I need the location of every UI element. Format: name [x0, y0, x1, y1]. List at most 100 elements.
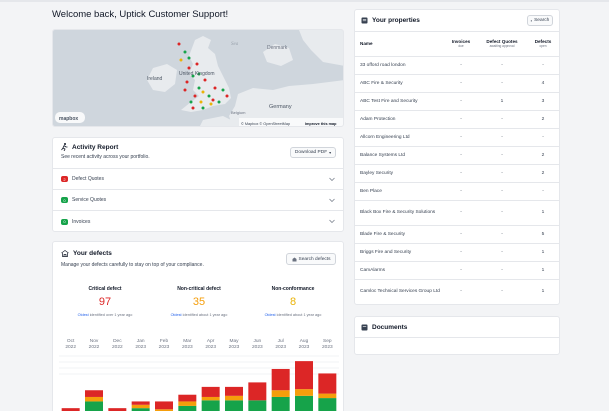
property-name-cell: Black Box Fire & Security Solutions	[355, 200, 445, 226]
bar-segment[interactable]	[318, 373, 337, 394]
map-canvas[interactable]: Sea Denmark Ireland United Kingdom Germa…	[53, 30, 344, 127]
property-marker[interactable]	[189, 100, 193, 104]
property-marker[interactable]	[179, 58, 183, 62]
accordion-service-quotes[interactable]: 0 Service Quotes	[53, 190, 343, 211]
bar-segment[interactable]	[201, 396, 220, 401]
column-header-name[interactable]: Name	[355, 32, 445, 57]
property-marker[interactable]	[203, 78, 207, 82]
map-improve-link[interactable]: Improve this map	[305, 122, 337, 126]
property-marker[interactable]	[197, 86, 201, 90]
bar-segment[interactable]	[108, 408, 127, 411]
column-header-invoices[interactable]: Invoices due	[445, 32, 477, 57]
running-person-icon	[61, 143, 68, 151]
defect-quotes-cell: -	[477, 279, 527, 304]
bar-segment[interactable]	[271, 396, 290, 411]
defect-quotes-cell: -	[477, 225, 527, 244]
property-marker[interactable]	[187, 66, 191, 70]
bar-segment[interactable]	[131, 404, 150, 409]
table-row[interactable]: CamAlarms - -1	[355, 261, 559, 280]
table-row[interactable]: Bayley Security - -2	[355, 164, 559, 183]
mapbox-logo-text: mapbox	[59, 116, 78, 122]
property-marker[interactable]	[211, 98, 215, 102]
x-tick-month: Dec	[113, 338, 122, 344]
bar-segment[interactable]	[178, 401, 197, 406]
property-marker[interactable]	[213, 86, 217, 90]
bar-segment[interactable]	[155, 401, 173, 410]
property-marker[interactable]	[207, 94, 211, 98]
property-marker[interactable]	[225, 94, 229, 98]
oldest-link[interactable]: Oldest	[170, 313, 182, 317]
table-row[interactable]: Adam Protection - -2	[355, 110, 559, 129]
download-pdf-button[interactable]: Download PDF ▾	[290, 147, 336, 158]
property-marker[interactable]	[221, 88, 225, 92]
bar-segment[interactable]	[201, 386, 220, 397]
oldest-link[interactable]: Oldest	[77, 313, 89, 317]
property-marker[interactable]	[191, 106, 195, 110]
bar-segment[interactable]	[318, 393, 337, 399]
bar-segment[interactable]	[61, 408, 80, 411]
property-marker[interactable]	[201, 106, 205, 110]
properties-table-body: 33 offord road london - - - ABC Fire & Secur…	[355, 56, 559, 304]
table-row[interactable]: Ben Place - - -	[355, 182, 559, 201]
table-row[interactable]: Briggs Fire and Security - -1	[355, 243, 559, 262]
defect-quotes-cell: -	[477, 200, 527, 226]
oldest-link[interactable]: Oldest	[264, 313, 276, 317]
property-marker[interactable]	[183, 50, 187, 54]
properties-map[interactable]: Sea Denmark Ireland United Kingdom Germa…	[52, 29, 344, 127]
property-marker[interactable]	[199, 100, 203, 104]
x-tick-month: Mar	[183, 338, 192, 344]
x-tick-month: Jul	[278, 338, 284, 344]
bar-segment[interactable]	[295, 395, 313, 411]
accordion-invoices[interactable]: 0 Invoices	[53, 211, 343, 231]
bar-segment[interactable]	[295, 361, 313, 390]
defects-open-cell: 1	[527, 279, 559, 304]
property-marker[interactable]	[209, 102, 213, 106]
property-markers[interactable]	[177, 42, 229, 110]
bar-segment[interactable]	[201, 400, 220, 411]
property-marker[interactable]	[201, 90, 205, 94]
bar-segment[interactable]	[271, 368, 290, 391]
table-row[interactable]: ABC Fire & Security - -4	[355, 74, 559, 93]
column-header-defects[interactable]: Defects open	[527, 32, 559, 57]
bar-segment[interactable]	[225, 386, 243, 396]
property-marker[interactable]	[197, 72, 201, 76]
bar-segment[interactable]	[85, 396, 103, 402]
search-defects-button[interactable]: Search defects	[286, 253, 336, 265]
bar-segment[interactable]	[131, 408, 150, 411]
table-row[interactable]: 33 offord road london - - -	[355, 56, 559, 75]
bar-segment[interactable]	[85, 390, 103, 397]
property-marker[interactable]	[185, 80, 189, 84]
property-marker[interactable]	[217, 100, 221, 104]
bar-segment[interactable]	[155, 409, 173, 411]
table-row[interactable]: Camloc Technical Services Group Ltd - -1	[355, 279, 559, 304]
bar-segment[interactable]	[248, 400, 267, 411]
stat-note: Oldest identified over 1 year ago	[65, 313, 145, 317]
property-marker[interactable]	[183, 88, 187, 92]
column-header-defect-quotes[interactable]: Defect Quotes awaiting approval	[477, 32, 527, 57]
property-marker[interactable]	[195, 62, 199, 66]
property-marker[interactable]	[191, 74, 195, 78]
property-marker[interactable]	[193, 94, 197, 98]
property-marker[interactable]	[177, 42, 181, 46]
accordion-defect-quotes[interactable]: 2 Defect Quotes	[53, 169, 343, 190]
bar-segment[interactable]	[225, 395, 243, 401]
table-row[interactable]: Allcorn Engineering Ltd - - -	[355, 128, 559, 147]
bar-segment[interactable]	[248, 382, 267, 401]
mapbox-logo[interactable]	[55, 112, 85, 123]
bar-segment[interactable]	[178, 394, 197, 402]
search-properties-button[interactable]: ▪ Search	[527, 15, 553, 26]
property-marker[interactable]	[187, 56, 191, 60]
defects-open-cell: 3	[527, 92, 559, 111]
map-attribution[interactable]: © Mapbox © OpenStreetMap	[241, 122, 290, 126]
table-row[interactable]: Balance Systems Ltd - -2	[355, 146, 559, 165]
table-row[interactable]: Black Box Fire & Security Solutions - -1	[355, 200, 559, 226]
bar-segment[interactable]	[271, 390, 290, 397]
bar-segment[interactable]	[85, 401, 103, 411]
bar-segment[interactable]	[131, 401, 150, 405]
bar-segment[interactable]	[295, 389, 313, 396]
bar-segment[interactable]	[318, 398, 337, 411]
bar-segment[interactable]	[178, 405, 197, 411]
table-row[interactable]: Blade Fire & Security - -5	[355, 225, 559, 244]
table-row[interactable]: ABC Test Fire and Security -1 3	[355, 92, 559, 111]
bar-segment[interactable]	[225, 400, 243, 411]
